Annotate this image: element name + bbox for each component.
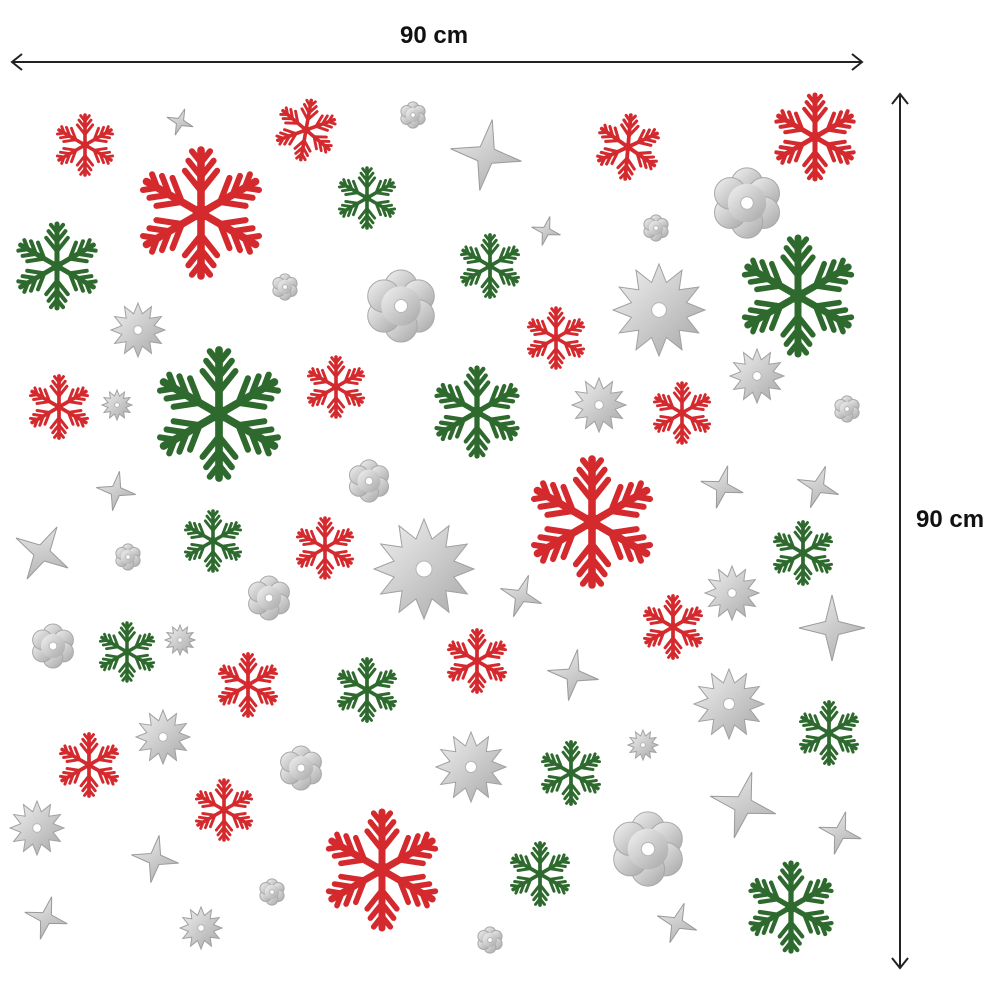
silver-spiky-icon — [134, 708, 192, 766]
height-dimension-arrow — [891, 92, 909, 970]
silver-flower-icon — [248, 575, 290, 621]
silver-spiky-icon — [8, 799, 66, 857]
silver-spiky-icon — [100, 388, 134, 422]
silver-star-icon — [166, 108, 194, 136]
silver-star-icon — [15, 526, 69, 580]
silver-flower-icon — [32, 623, 74, 669]
red-snowflake-icon — [28, 374, 90, 440]
silver-flower-icon — [280, 745, 322, 791]
red-snowflake-icon — [530, 455, 654, 589]
silver-flower-icon — [367, 269, 435, 343]
silver-spiky-icon — [372, 517, 476, 621]
silver-spiky-icon — [692, 667, 766, 741]
red-snowflake-icon — [652, 381, 712, 445]
silver-flower-icon — [834, 395, 860, 423]
silver-flower-icon — [613, 811, 683, 887]
silver-flower-icon — [714, 167, 781, 239]
decal-group — [8, 92, 866, 954]
silver-star-icon — [547, 649, 599, 701]
red-snowflake-icon — [217, 652, 279, 718]
silver-star-icon — [818, 811, 862, 855]
silver-star-icon — [500, 575, 542, 617]
red-snowflake-icon — [58, 732, 120, 798]
green-snowflake-icon — [540, 740, 602, 806]
silver-spiky-icon — [178, 905, 224, 951]
silver-spiky-icon — [626, 728, 660, 762]
silver-star-icon — [24, 896, 68, 940]
green-snowflake-icon — [509, 841, 571, 907]
red-snowflake-icon — [642, 594, 704, 660]
width-dimension-arrow — [10, 53, 864, 71]
red-snowflake-icon — [194, 778, 254, 842]
silver-spiky-icon — [728, 347, 786, 405]
silver-star-icon — [700, 465, 744, 509]
silver-star-icon — [798, 594, 866, 662]
green-snowflake-icon — [157, 346, 281, 482]
silver-flower-icon — [115, 543, 141, 571]
green-snowflake-icon — [16, 221, 98, 311]
silver-star-icon — [131, 835, 179, 883]
red-snowflake-icon — [295, 516, 355, 580]
height-label: 90 cm — [916, 506, 985, 533]
silver-star-icon — [450, 119, 522, 191]
silver-spiky-icon — [434, 730, 508, 804]
green-snowflake-icon — [434, 365, 520, 459]
red-snowflake-icon — [306, 355, 366, 419]
green-snowflake-icon — [98, 621, 156, 683]
red-snowflake-icon — [446, 628, 508, 694]
silver-star-icon — [531, 216, 561, 246]
red-snowflake-icon — [526, 306, 586, 370]
silver-flower-icon — [477, 926, 503, 954]
red-snowflake-icon — [325, 808, 439, 932]
red-snowflake-icon — [774, 92, 856, 182]
silver-flower-icon — [400, 101, 426, 129]
silver-star-icon — [96, 471, 136, 511]
silver-spiky-icon — [109, 301, 167, 359]
width-label: 90 cm — [400, 22, 469, 49]
red-snowflake-icon — [275, 98, 337, 162]
silver-spiky-icon — [163, 623, 197, 657]
green-snowflake-icon — [772, 520, 834, 586]
red-snowflake-icon — [139, 146, 263, 280]
red-snowflake-icon — [55, 113, 115, 177]
green-snowflake-icon — [183, 509, 243, 573]
green-snowflake-icon — [337, 166, 397, 230]
silver-star-icon — [656, 902, 698, 944]
silver-star-icon — [709, 771, 777, 839]
green-snowflake-icon — [741, 234, 855, 358]
silver-spiky-icon — [703, 564, 761, 622]
silver-star-icon — [797, 466, 839, 508]
green-snowflake-icon — [336, 657, 398, 723]
green-snowflake-icon — [459, 233, 521, 299]
silver-spiky-icon — [611, 262, 707, 358]
silver-flower-icon — [643, 214, 669, 242]
green-snowflake-icon — [748, 860, 834, 954]
red-snowflake-icon — [596, 113, 660, 181]
silver-flower-icon — [272, 273, 298, 301]
silver-flower-icon — [349, 459, 389, 503]
green-snowflake-icon — [798, 700, 860, 766]
silver-flower-icon — [259, 878, 285, 906]
silver-spiky-icon — [570, 376, 628, 434]
